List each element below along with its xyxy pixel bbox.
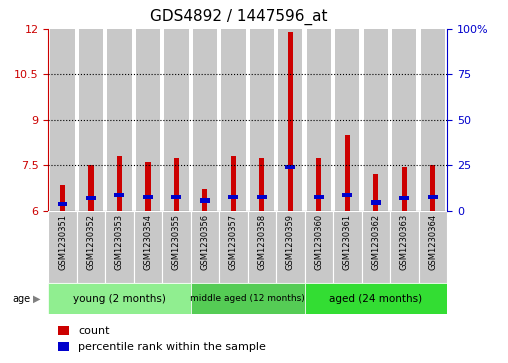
Bar	[257, 195, 267, 199]
Bar	[79, 29, 103, 211]
Bar	[172, 195, 181, 199]
Bar	[288, 32, 293, 211]
Text: GSM1230352: GSM1230352	[86, 214, 96, 270]
Bar	[314, 195, 324, 199]
Bar	[247, 211, 276, 283]
Bar	[134, 211, 162, 283]
Bar	[114, 193, 124, 197]
Text: GSM1230351: GSM1230351	[58, 214, 67, 270]
Bar	[202, 189, 207, 211]
Text: GSM1230358: GSM1230358	[258, 214, 266, 270]
Bar	[221, 29, 245, 211]
Bar	[77, 211, 105, 283]
Bar	[259, 158, 265, 211]
Bar	[229, 195, 238, 199]
Text: young (2 months): young (2 months)	[73, 294, 166, 303]
Bar	[193, 29, 217, 211]
Bar	[86, 196, 96, 200]
Bar	[143, 195, 153, 199]
Text: aged (24 months): aged (24 months)	[329, 294, 422, 303]
Bar	[164, 29, 188, 211]
Bar	[136, 29, 160, 211]
Bar	[57, 202, 68, 207]
Bar	[428, 195, 438, 199]
Bar	[399, 196, 409, 200]
Bar	[145, 162, 150, 211]
Bar	[305, 211, 333, 283]
Bar	[373, 174, 378, 211]
Text: age: age	[13, 294, 31, 303]
Bar	[162, 211, 190, 283]
Text: GSM1230363: GSM1230363	[400, 214, 409, 270]
Bar	[50, 29, 75, 211]
Text: GSM1230356: GSM1230356	[201, 214, 209, 270]
Bar	[285, 165, 295, 169]
Text: GSM1230353: GSM1230353	[115, 214, 124, 270]
Text: GSM1230357: GSM1230357	[229, 214, 238, 270]
Bar	[250, 29, 274, 211]
Text: GDS4892 / 1447596_at: GDS4892 / 1447596_at	[150, 9, 328, 25]
Bar	[335, 29, 360, 211]
Bar	[362, 211, 390, 283]
Text: middle aged (12 months): middle aged (12 months)	[190, 294, 305, 303]
Bar	[278, 29, 302, 211]
Bar	[419, 211, 447, 283]
Legend: count, percentile rank within the sample: count, percentile rank within the sample	[54, 321, 271, 357]
Bar	[421, 29, 445, 211]
Bar	[60, 185, 65, 211]
Text: GSM1230355: GSM1230355	[172, 214, 181, 270]
Text: ▶: ▶	[33, 294, 41, 303]
Bar	[190, 283, 305, 314]
Text: GSM1230360: GSM1230360	[314, 214, 324, 270]
Text: GSM1230359: GSM1230359	[286, 214, 295, 270]
Text: GSM1230362: GSM1230362	[371, 214, 380, 270]
Bar	[371, 200, 381, 205]
Bar	[174, 158, 179, 211]
Bar	[345, 135, 350, 211]
Bar	[316, 158, 322, 211]
Bar	[402, 167, 407, 211]
Bar	[48, 211, 77, 283]
Bar	[200, 198, 210, 203]
Bar	[219, 211, 247, 283]
Text: GSM1230354: GSM1230354	[143, 214, 152, 270]
Bar	[231, 156, 236, 211]
Bar	[430, 165, 435, 211]
Bar	[190, 211, 219, 283]
Bar	[342, 193, 353, 197]
Bar	[105, 211, 134, 283]
Bar	[390, 211, 419, 283]
Bar	[107, 29, 132, 211]
Bar	[117, 156, 122, 211]
Bar	[333, 211, 362, 283]
Bar	[276, 211, 305, 283]
Bar	[48, 283, 190, 314]
Bar	[307, 29, 331, 211]
Text: GSM1230364: GSM1230364	[428, 214, 437, 270]
Bar	[88, 165, 93, 211]
Bar	[392, 29, 417, 211]
Bar	[364, 29, 388, 211]
Text: GSM1230361: GSM1230361	[343, 214, 352, 270]
Bar	[305, 283, 447, 314]
